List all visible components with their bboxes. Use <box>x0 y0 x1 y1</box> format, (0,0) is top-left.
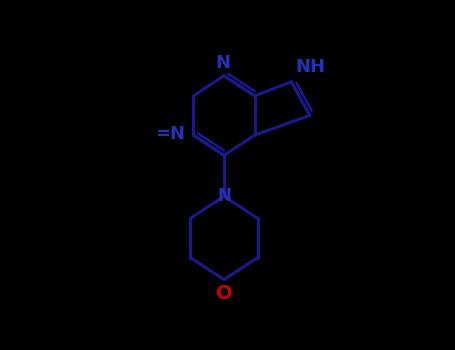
Text: =N: =N <box>156 125 186 143</box>
Text: NH: NH <box>296 58 326 76</box>
Text: N: N <box>217 187 231 205</box>
Text: N: N <box>215 54 230 72</box>
Text: O: O <box>216 284 233 303</box>
